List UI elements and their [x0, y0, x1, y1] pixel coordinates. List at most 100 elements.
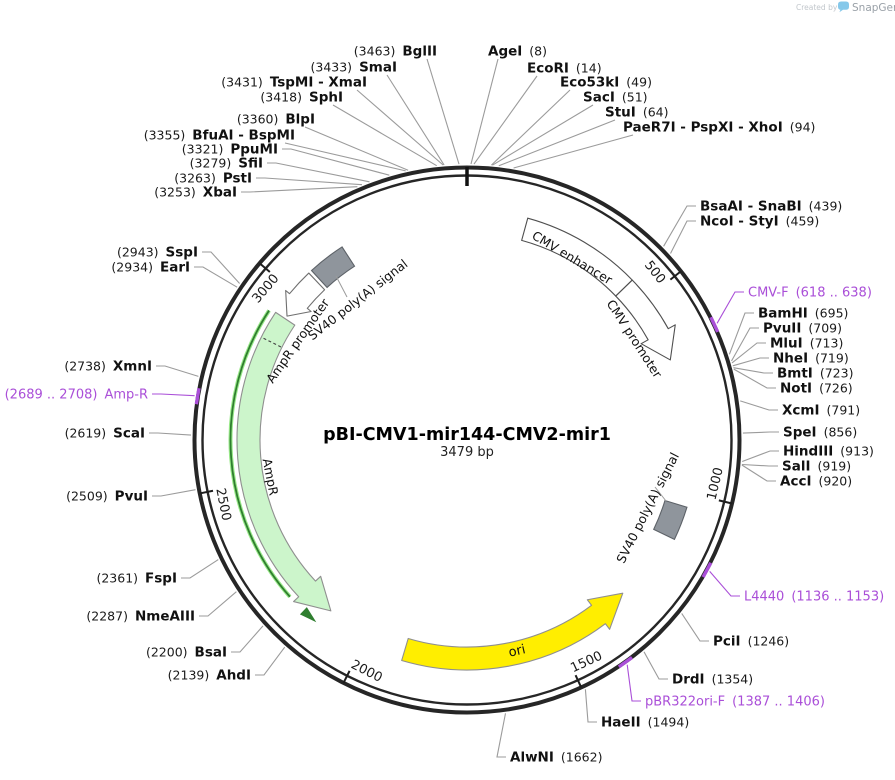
leader-line-scai — [149, 432, 192, 436]
feature-ori — [401, 592, 624, 671]
leader-line-xbai — [241, 186, 358, 193]
leader-line-hindiii — [742, 450, 779, 463]
leader-line-saci — [492, 104, 594, 166]
leader-line-sali — [741, 463, 778, 467]
leader-line-haeii — [584, 689, 597, 723]
leader-line-psti — [256, 177, 363, 186]
feature-ampr-direction-line — [229, 310, 291, 598]
scale-tick-2000 — [342, 670, 351, 684]
restriction-site-ahdi: (2139) AhdI — [168, 668, 251, 684]
restriction-site-xbai: (3253) XbaI — [154, 185, 237, 201]
leader-line-stui — [498, 119, 616, 167]
leader-line-agei — [470, 58, 499, 165]
leader-line-bamhi — [728, 312, 754, 355]
primer-label-l4440: L4440 (1136 .. 1153) — [744, 590, 884, 605]
leader-line-blpi — [304, 126, 409, 171]
restriction-site-stui: StuI (64) — [605, 105, 668, 121]
primer-tick-l4440 — [701, 561, 713, 578]
restriction-site-bmti: BmtI (723) — [777, 366, 853, 382]
restriction-site-smai: (3433) SmaI — [310, 60, 397, 76]
leader-line-sfii — [267, 162, 370, 183]
leader-line-pcii — [681, 613, 709, 642]
scale-label-1500: 1500 — [568, 649, 604, 676]
restriction-site-nmeaiii: (2287) NmeAIII — [86, 609, 195, 625]
restriction-site-pcii: PciI (1246) — [713, 634, 789, 650]
plasmid-title: pBI-CMV1-mir144-CMV2-mir1 — [323, 425, 611, 445]
primer-marks: CMV-F (618 .. 638) (2689 .. 2708) Amp-R L444… — [5, 286, 885, 710]
primer-tick-pbr322ori-f — [617, 656, 634, 669]
restriction-site-sfii: (3279) SfiI — [190, 156, 263, 172]
restriction-site-bglii: (3463) BglII — [354, 44, 437, 60]
restriction-site-nhei: NheI (719) — [773, 351, 849, 367]
scale-tick-500 — [669, 270, 682, 281]
leader-line-fspi — [181, 559, 219, 579]
restriction-site-sali: SalI (919) — [782, 459, 851, 475]
primer-tick-amp-r — [194, 387, 201, 405]
feature-label-connector-sv40-poly-a-signal — [335, 275, 348, 298]
feature-label-connector-sv40-poly-a-signal — [654, 486, 667, 502]
feature-cmv-promoter — [615, 279, 676, 361]
scale-tick-3000 — [258, 262, 271, 273]
leader-line-ecori — [473, 75, 538, 165]
feature-label-ampr: AmpR — [260, 457, 282, 497]
restriction-site-pvuii: PvuII (709) — [763, 321, 842, 337]
restriction-site-eari: (2934) EarI — [111, 260, 190, 276]
leader-line-mlui — [731, 342, 766, 364]
credit-brand: SnapGene — [852, 2, 895, 14]
feature-sv40-poly-a-signal — [310, 246, 356, 289]
restriction-site-tspmi-xmai: (3431) TspMI - XmaI — [221, 75, 367, 91]
leader-line-spei — [742, 431, 779, 434]
primer-label-amp-r: (2689 .. 2708) Amp-R — [5, 388, 148, 403]
restriction-site-scai: (2619) ScaI — [65, 426, 145, 442]
restriction-site-ecori: EcoRI (14) — [527, 61, 602, 77]
leader-line-acci — [741, 464, 776, 482]
restriction-site-agei: AgeI (8) — [488, 44, 547, 60]
leader-line-primer-l4440 — [709, 571, 740, 597]
leader-line-pvui — [152, 489, 196, 497]
leader-line-ncoi-styi — [670, 220, 696, 254]
feature-ampr-direction-line-head — [299, 607, 317, 623]
restriction-site-labels: (3463) BglII(3433) SmaI(3431) TspMI - XmaI(… — [64, 44, 874, 766]
restriction-site-ppumi: (3321) PpuMI — [182, 142, 278, 158]
leader-line-pvuii — [731, 327, 759, 362]
leader-line-noti — [733, 368, 776, 389]
restriction-site-pvui: (2509) PvuI — [66, 489, 148, 505]
feature-ampr — [236, 311, 332, 612]
leader-line-nmeaiii — [199, 591, 237, 617]
leader-line-xmni — [156, 365, 199, 377]
feature-ampr-promoter — [285, 272, 326, 317]
leader-line-ahdi — [255, 646, 286, 676]
primer-tick-cmv-f — [709, 316, 720, 333]
restriction-site-ncoi-styi: NcoI - StyI (459) — [700, 214, 819, 230]
leader-line-primer-pbr322ori-f — [626, 664, 641, 702]
leader-line-alwni — [496, 713, 507, 758]
restriction-site-noti: NotI (726) — [780, 381, 853, 397]
restriction-site-xmni: (2738) XmnI — [64, 359, 152, 375]
restriction-site-eco53ki: Eco53kI (49) — [560, 75, 652, 91]
leader-line-bsaai-snabi — [663, 205, 696, 247]
restriction-site-acci: AccI (920) — [780, 474, 852, 490]
restriction-site-sphi: (3418) SphI — [260, 90, 343, 106]
leader-line-tspmi-xmai — [356, 89, 444, 166]
credit-created-by: Created by — [796, 3, 838, 12]
restriction-site-drdi: DrdI (1354) — [672, 672, 753, 688]
restriction-site-spei: SpeI (856) — [783, 425, 857, 441]
leader-line-ppumi — [282, 148, 390, 176]
restriction-site-mlui: MluI (713) — [770, 336, 843, 352]
leader-line-bfuai-bspmi — [284, 142, 406, 172]
restriction-site-bsai: (2200) BsaI — [146, 645, 227, 661]
snapgene-logo-icon — [838, 1, 849, 13]
restriction-site-sspi: (2943) SspI — [117, 245, 198, 261]
leader-line-primer-cmv-f — [716, 291, 744, 324]
snapgene-credit: Created by SnapGene — [796, 1, 895, 14]
scale-label-1000: 1000 — [705, 466, 727, 502]
restriction-site-haeii: HaeII (1494) — [601, 715, 689, 731]
restriction-site-hindiii: HindIII (913) — [783, 444, 874, 460]
primer-label-cmv-f: CMV-F (618 .. 638) — [748, 286, 872, 301]
scale-label-3000: 3000 — [250, 271, 283, 306]
restriction-site-xcmi: XcmI (791) — [782, 403, 860, 419]
leader-line-bsai — [231, 625, 264, 653]
scale-tick-2500 — [199, 489, 214, 495]
leader-line-primer-amp-r — [152, 393, 195, 397]
